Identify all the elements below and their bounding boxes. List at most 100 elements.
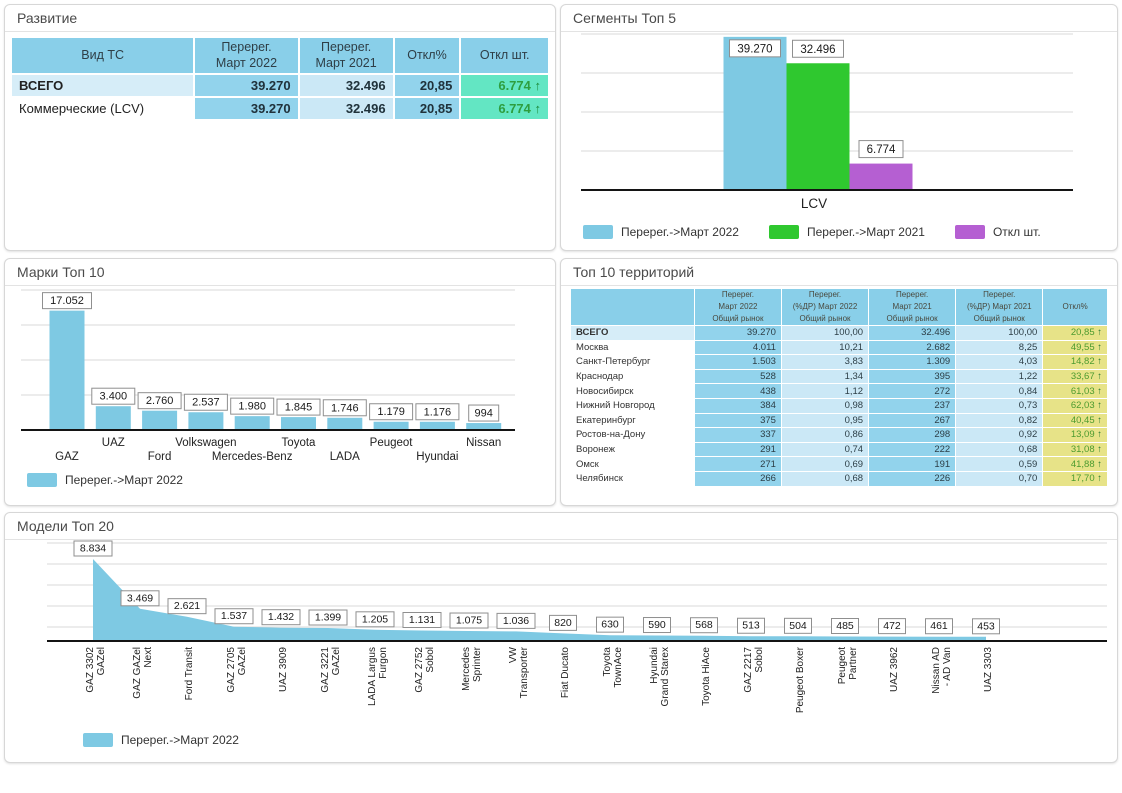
x-axis-category-label: UAZ 3909	[278, 647, 289, 692]
territory-row[interactable]: Челябинск 266 0,68 226 0,70 17,70 ↑	[571, 471, 1107, 486]
value-label: 1.036	[503, 615, 529, 627]
territories-header-cell: Перерег. (%ДР) Март 2021 Общий рынок	[956, 289, 1043, 325]
share-2021-cell: 0,73	[956, 398, 1043, 413]
bar-ford[interactable]	[142, 410, 178, 430]
value-label: 6.774	[867, 144, 896, 156]
trend-up-arrow: ↑	[1097, 414, 1102, 426]
bar-lada[interactable]	[327, 417, 363, 430]
segments-chart: 39.270 32.496 6.774 LCV	[581, 33, 1073, 211]
bar-gaz[interactable]	[49, 310, 85, 430]
area-series[interactable]	[93, 559, 986, 641]
legend-label: Перерег.->Март 2022	[121, 733, 239, 747]
trend-up-arrow: ↑	[1097, 371, 1102, 383]
deviation-qty-value: 6.774	[498, 100, 535, 116]
bar-reg-2021[interactable]	[786, 63, 850, 190]
bar-reg-2022[interactable]	[723, 36, 787, 190]
deviation-pct-cell: 20,85	[394, 74, 460, 96]
x-axis-category-label: LADA LargusFurgon	[367, 647, 389, 706]
x-axis-category-label: PeugeotPartner	[837, 646, 859, 684]
share-2021-cell: 8,25	[956, 340, 1043, 355]
legend-item[interactable]: Перерег.->Март 2022	[27, 473, 183, 487]
value-label: 568	[695, 619, 713, 631]
value-label: 17.052	[50, 295, 84, 307]
development-row[interactable]: ВСЕГО 39.270 32.496 20,85 6.774 ↑	[12, 74, 548, 96]
bar-hyundai[interactable]	[419, 421, 455, 430]
value-label-box	[276, 398, 321, 416]
territory-row[interactable]: Ростов-на-Дону 337 0,86 298 0,92 13,09 ↑	[571, 428, 1107, 442]
brands-legend: Перерег.->Март 2022	[5, 466, 555, 487]
deviation-pct-cell: 49,55 ↑	[1043, 340, 1107, 355]
trend-up-arrow: ↑	[534, 77, 542, 93]
deviation-pct-cell: 41,88 ↑	[1043, 457, 1107, 471]
territory-row[interactable]: Нижний Новгород 384 0,98 237 0,73 62,03 ↑	[571, 398, 1107, 413]
bar-toyota[interactable]	[281, 417, 316, 430]
reg-2022-cell: 337	[694, 428, 781, 442]
bar-mercedes-benz[interactable]	[234, 416, 270, 430]
deviation-pct-cell: 20,85 ↑	[1043, 326, 1107, 340]
territory-name-cell: Екатеринбург	[571, 413, 694, 428]
x-axis-category-label: Fiat Ducato	[560, 647, 571, 699]
legend-label: Откл шт.	[992, 225, 1041, 239]
legend-swatch	[83, 733, 113, 747]
bar-volkswagen[interactable]	[188, 412, 224, 430]
share-2022-cell: 0,95	[781, 413, 869, 428]
x-axis-category-label: VWTransporter	[508, 646, 530, 698]
share-2022-cell: 100,00	[781, 326, 869, 340]
territory-row[interactable]: Москва 4.011 10,21 2.682 8,25 49,55 ↑	[571, 340, 1107, 355]
territory-name-cell: Новосибирск	[571, 384, 694, 398]
territory-row[interactable]: Воронеж 291 0,74 222 0,68 31,08 ↑	[571, 442, 1107, 457]
bar-deviation[interactable]	[849, 163, 913, 190]
territory-row[interactable]: Санкт-Петербург 1.503 3,83 1.309 4,03 14,82 ↑	[571, 355, 1107, 369]
legend-label: Перерег.->Март 2021	[806, 225, 925, 239]
value-label: 1.176	[424, 406, 452, 418]
value-label-box	[972, 618, 1000, 635]
territory-name-cell: ВСЕГО	[571, 326, 694, 340]
x-axis-category-label: Toyota	[282, 437, 316, 449]
value-label: 1.205	[362, 613, 388, 625]
territory-row[interactable]: Екатеринбург 375 0,95 267 0,82 40,45 ↑	[571, 413, 1107, 428]
value-label-box	[596, 616, 624, 633]
x-axis-category-label: UAZ	[102, 437, 125, 449]
x-axis-category-label: ToyotaTownAce	[602, 647, 624, 688]
territory-row[interactable]: Омск 271 0,69 191 0,59 41,88 ↑	[571, 457, 1107, 471]
development-table-head: Вид ТС Перерег. Март 2022 Перерег. Март 20…	[12, 38, 548, 73]
reg-2021-cell: 237	[869, 398, 956, 413]
development-row[interactable]: Коммерческие (LCV) 39.270 32.496 20,85 6.774…	[12, 97, 548, 119]
territories-header-cell: Откл%	[1043, 289, 1107, 325]
territory-row[interactable]: Краснодар 528 1,34 395 1,22 33,67 ↑	[571, 369, 1107, 384]
value-label-box	[449, 612, 489, 629]
bar-uaz[interactable]	[95, 406, 131, 430]
legend-item[interactable]: Перерег.->Март 2022	[583, 225, 739, 239]
value-label-box	[261, 609, 301, 626]
x-axis-category-label: Ford	[148, 451, 172, 463]
legend-item[interactable]: Перерег.->Март 2022	[83, 733, 239, 747]
segments-legend: Перерег.->Март 2022 Перерег.->Март 2021 От…	[561, 218, 1117, 239]
legend-item[interactable]: Откл шт.	[954, 225, 1041, 239]
x-axis-category-label: UAZ 3303	[983, 647, 994, 692]
value-label-box	[214, 608, 254, 625]
reg-2022-cell: 39.270	[694, 326, 781, 340]
value-label-box	[42, 292, 92, 310]
bar-nissan[interactable]	[466, 423, 502, 430]
territory-row[interactable]: Новосибирск 438 1,12 272 0,84 61,03 ↑	[571, 384, 1107, 398]
bar-peugeot[interactable]	[373, 421, 409, 430]
share-2021-cell: 0,92	[956, 428, 1043, 442]
deviation-pct-cell: 14,82 ↑	[1043, 355, 1107, 369]
value-label: 1.980	[238, 401, 266, 413]
reg-2022-cell: 384	[694, 398, 781, 413]
value-label-box	[468, 404, 500, 422]
x-axis-category-label: GAZ 3302GAZel	[85, 647, 107, 693]
share-2022-cell: 0,86	[781, 428, 869, 442]
trend-up-arrow: ↑	[1097, 429, 1102, 441]
x-axis-category-label: GAZ 2752Sobol	[414, 647, 436, 693]
value-label: 32.496	[800, 44, 835, 56]
territory-row[interactable]: ВСЕГО 39.270 100,00 32.496 100,00 20,85 ↑	[571, 326, 1107, 340]
value-label: 453	[977, 620, 995, 632]
territories-header-cell: Перерег. Март 2021 Общий рынок	[869, 289, 956, 325]
panel-development: Развитие Вид ТС Перерег. Март 2022 Перерег…	[4, 4, 556, 251]
development-table-body: ВСЕГО 39.270 32.496 20,85 6.774 ↑ Коммерчески…	[12, 74, 548, 119]
territories-header-row: Перерег. Март 2022 Общий рынок Перерег. (…	[571, 289, 1107, 325]
territory-name-cell: Ростов-на-Дону	[571, 428, 694, 442]
legend-item[interactable]: Перерег.->Март 2021	[768, 225, 925, 239]
reg-2021-cell: 32.496	[869, 326, 956, 340]
